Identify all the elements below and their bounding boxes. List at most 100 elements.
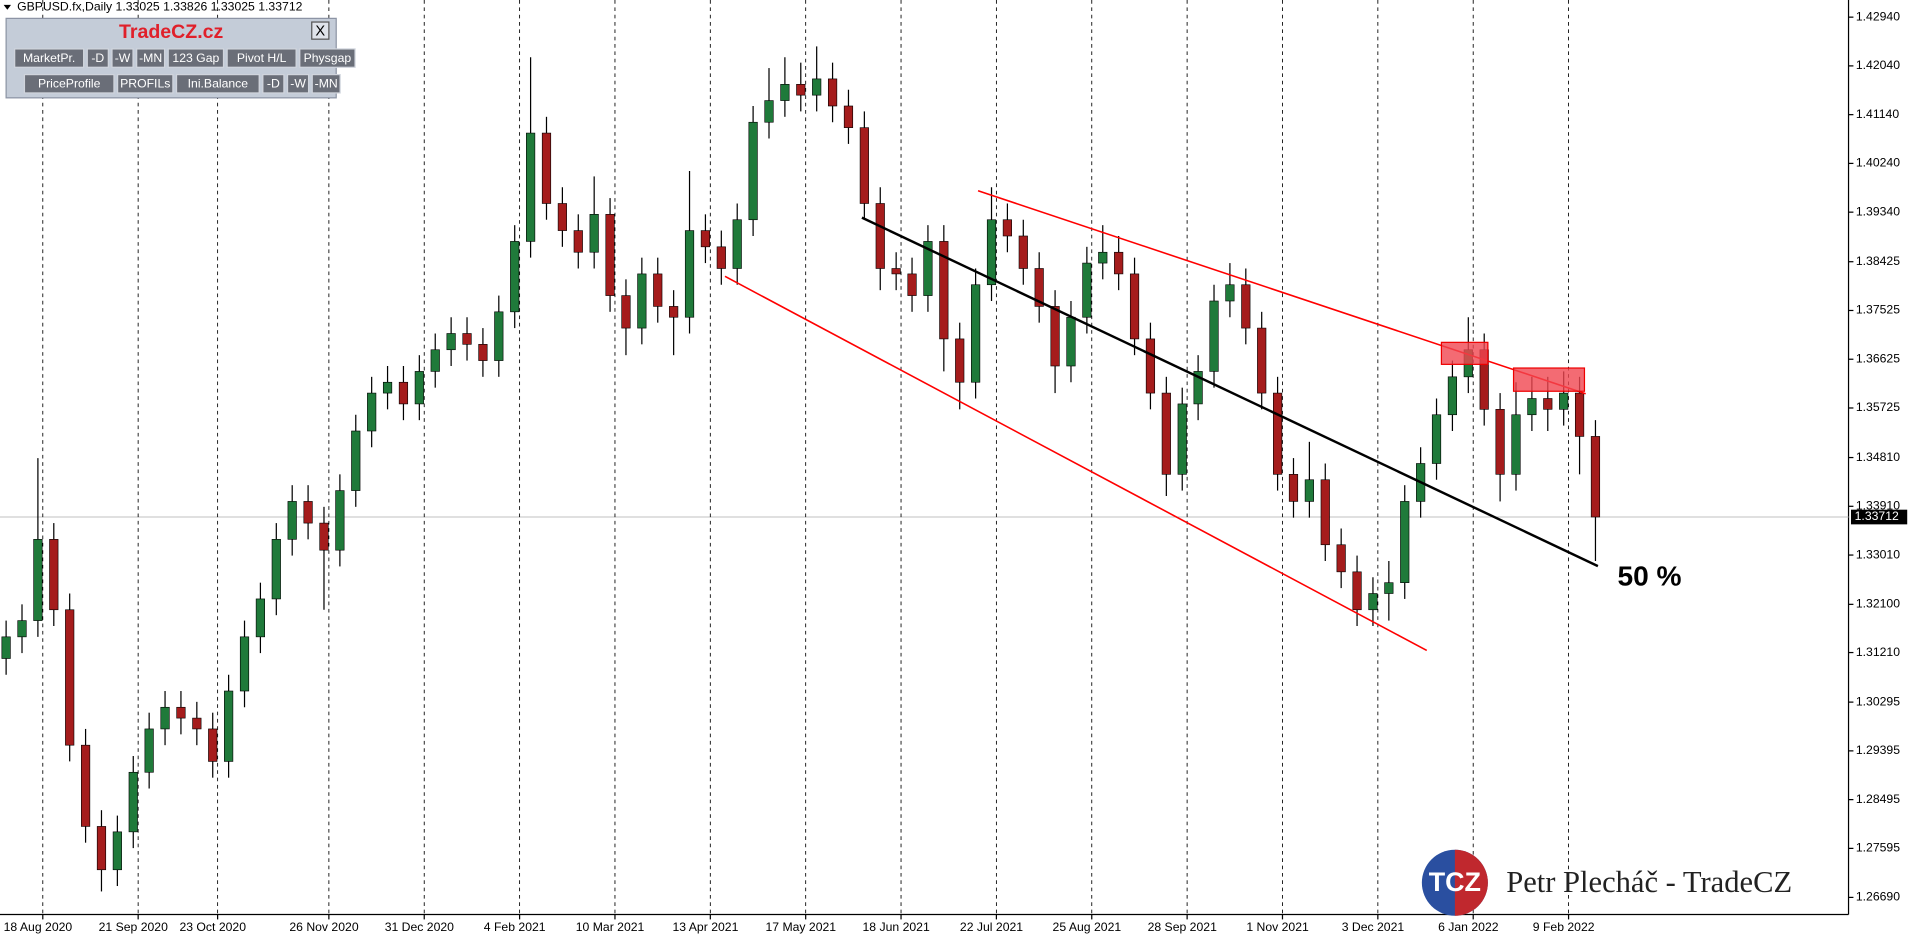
panel-button-box[interactable] [111,48,134,68]
y-tick-label: 1.26690 [1856,890,1900,904]
panel-button-label[interactable]: -W [115,51,131,65]
resistance-zone [1440,341,1489,365]
candle-body [1511,414,1521,475]
candle-body [1368,593,1378,611]
close-button-label[interactable]: X [315,24,325,40]
panel-button-box[interactable] [14,48,85,68]
y-tick-label: 1.34810 [1856,450,1900,464]
candle-body [732,219,742,269]
candle-body [955,338,965,383]
candle-body [1066,316,1076,367]
candles [1,46,1601,892]
y-tick-label: 1.40240 [1856,156,1900,170]
x-tick-label: 17 May 2021 [765,920,836,934]
panel-button[interactable]: PROFILs [117,73,174,94]
candle-body [208,728,218,762]
panel-button-label[interactable]: 123 Gap [172,51,219,65]
candle-body [1002,219,1012,237]
panel-button[interactable]: -MN [311,73,341,94]
candle-body [573,230,583,253]
candle-body [1050,306,1060,367]
candle-body [1,636,11,659]
panel-button[interactable]: Physgap [299,48,356,68]
panel-button-box[interactable] [23,73,115,94]
candle-body [1177,403,1187,475]
candle-body [335,490,345,551]
panel-button[interactable]: MarketPr. [14,48,85,68]
y-tick-label: 1.38425 [1856,254,1900,268]
panel-button-box[interactable] [311,73,341,94]
panel-button-box[interactable] [117,73,174,94]
x-tick-label: 9 Feb 2022 [1533,920,1595,934]
y-tick-label: 1.39340 [1856,204,1900,218]
candle-body [319,522,329,551]
close-button[interactable] [311,21,330,40]
candle-body [382,381,393,394]
x-tick-label: 4 Feb 2021 [484,920,546,934]
candle-body [1225,284,1235,302]
panel-button-label[interactable]: Pivot H/L [237,51,287,65]
panel-button-box[interactable] [175,73,260,94]
panel-button-label[interactable]: -MN [315,77,338,91]
x-tick-label: 31 Dec 2020 [385,920,454,934]
candle-body [971,284,981,383]
panel-button-label[interactable]: PriceProfile [38,77,101,91]
panel-button-label[interactable]: MarketPr. [23,51,75,65]
panel-button-box[interactable] [136,48,166,68]
candle-body [271,539,281,600]
panel-button-label[interactable]: PROFILs [120,77,170,91]
current-price-label: 1.33712 [1855,509,1899,523]
candle-body [986,219,997,286]
x-tick-label: 21 Sep 2020 [99,920,169,934]
candle-body [1098,251,1108,264]
panel-button[interactable]: 123 Gap [167,48,225,68]
y-tick-label: 1.42940 [1856,9,1900,23]
y-tick-label: 1.33910 [1856,499,1900,513]
candle-body [827,78,838,107]
panel-button-box[interactable] [299,48,356,68]
y-tick-label: 1.41140 [1856,107,1899,121]
panel-title: TradeCZ.cz [119,21,224,43]
panel-button-label[interactable]: Physgap [304,51,352,65]
y-tick-label: 1.29395 [1856,743,1900,757]
panel-button-label[interactable]: -W [290,77,306,91]
candle-body [1209,300,1219,372]
panel-button[interactable]: -MN [136,48,166,68]
candle-body [796,84,806,96]
candle-body [1114,251,1124,275]
candle-body [144,728,154,773]
panel-button[interactable]: PriceProfile [23,73,115,94]
panel-button-box[interactable] [167,48,225,68]
candle-body [589,214,599,253]
panel-button[interactable]: -D [86,48,109,68]
panel-button-box[interactable] [286,73,310,94]
panel-button-label[interactable]: -MN [139,51,162,65]
candle-body [96,826,107,871]
panel-button-label[interactable]: -D [91,51,104,65]
panel-button[interactable]: -D [262,73,285,94]
x-tick-label: 18 Aug 2020 [4,920,73,934]
panel-button-box[interactable] [86,48,109,68]
candle-body [239,636,250,692]
panel-button[interactable]: Ini.Balance [175,73,260,94]
panel-button[interactable]: -W [111,48,134,68]
candle-body [1559,392,1569,410]
x-tick-label: 3 Dec 2021 [1342,920,1405,934]
candle-body [875,203,885,269]
candle-body [287,501,297,540]
panel-button-box[interactable] [262,73,285,94]
candle-body [160,706,170,730]
candle-body [812,78,822,96]
panel-button-box[interactable] [226,48,297,68]
y-tick-label: 1.33010 [1856,547,1900,561]
candle-body [1352,571,1362,611]
panel-button-label[interactable]: -D [267,77,280,91]
candle-body [1543,398,1553,410]
panel-button-label[interactable]: Ini.Balance [188,77,249,91]
panel-button[interactable]: Pivot H/L [226,48,297,68]
candle-body [351,430,361,491]
panel-button[interactable]: -W [286,73,310,94]
